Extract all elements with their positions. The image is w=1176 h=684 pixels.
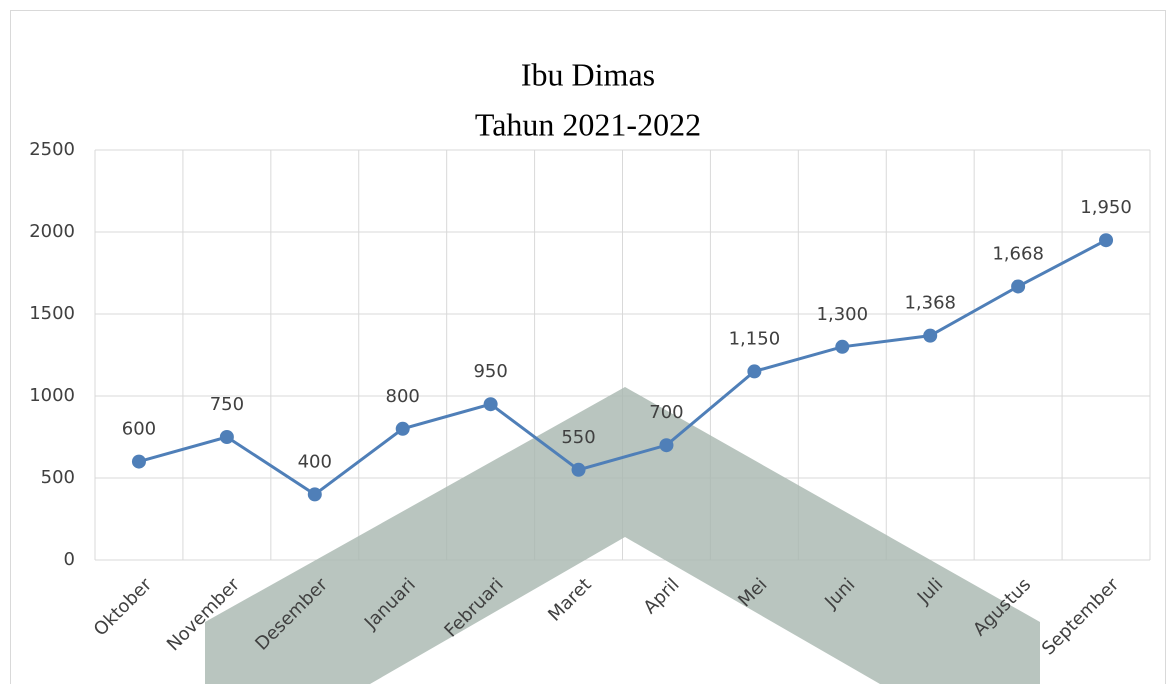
data-label: 400: [298, 451, 332, 472]
marker: [571, 462, 586, 477]
marker: [395, 421, 410, 436]
x-tick-label: Maret: [544, 574, 595, 625]
y-tick-label: 1500: [29, 303, 75, 324]
line: [138, 238, 1107, 497]
data-label: 1,950: [1080, 197, 1132, 218]
data-label: 1,300: [817, 304, 869, 325]
x-tick-label: Oktober: [90, 574, 157, 641]
marker: [1099, 233, 1114, 248]
data-label: 1,668: [992, 243, 1044, 264]
marker: [835, 339, 850, 354]
marker: [1011, 279, 1026, 294]
background-chevron: [205, 387, 1040, 684]
marker: [747, 364, 762, 379]
y-tick-label: 2000: [29, 221, 75, 242]
y-tick-label: 0: [64, 549, 75, 570]
chart-subtitle: Tahun 2021-2022: [475, 106, 701, 142]
y-tick-label: 1000: [29, 385, 75, 406]
chart-frame: [10, 10, 1166, 684]
data-label: 1,150: [729, 328, 781, 349]
data-label: 800: [386, 386, 420, 407]
chart-title: Ibu Dimas: [521, 56, 655, 92]
data-label: 1,368: [904, 293, 956, 314]
marker: [923, 328, 938, 343]
marker: [307, 487, 322, 502]
x-tick-label: September: [1038, 574, 1124, 660]
y-tick-label: 500: [41, 467, 75, 488]
data-label: 600: [122, 419, 156, 440]
marker: [659, 438, 674, 453]
y-tick-label: 2500: [29, 139, 75, 160]
marker: [131, 454, 146, 469]
marker: [483, 397, 498, 412]
data-label: 550: [561, 427, 595, 448]
data-label: 950: [473, 361, 507, 382]
data-label: 750: [210, 394, 244, 415]
x-tick-label: April: [640, 574, 684, 618]
data-label: 700: [649, 402, 683, 423]
marker: [219, 430, 234, 444]
